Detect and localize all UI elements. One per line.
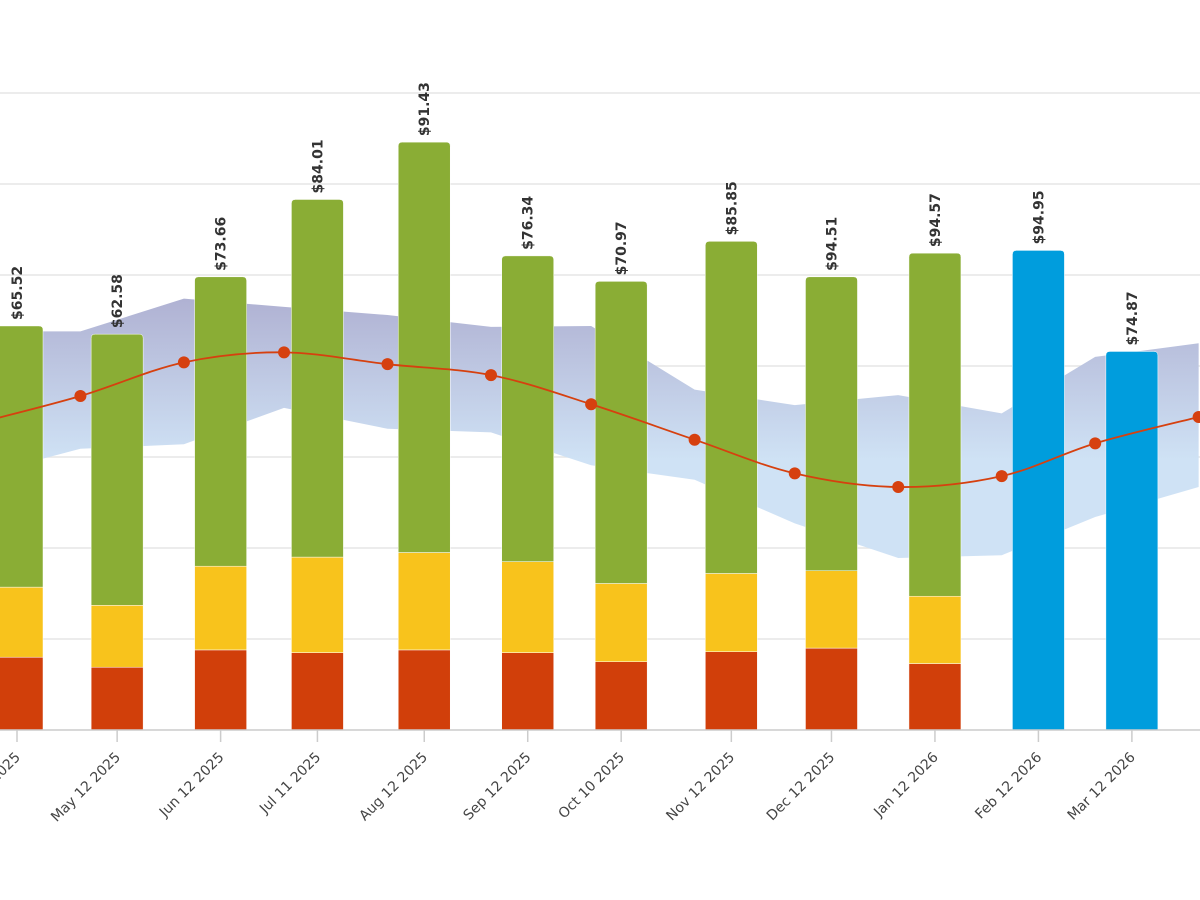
bar-segment: [291, 556, 344, 653]
bar-segment: [0, 325, 44, 588]
x-tick-label: Jul 11 2025: [256, 750, 324, 818]
bar-segment: [1105, 351, 1159, 731]
data-label: $65.52: [10, 266, 26, 320]
bar-segment: [908, 663, 962, 731]
bar-segment: [90, 666, 144, 731]
data-label: $84.01: [310, 139, 326, 193]
line-point: [585, 398, 598, 411]
bar-segment: [90, 605, 144, 668]
bar-segment: [908, 252, 962, 597]
bar-segment: [501, 255, 554, 562]
bar-segment: [805, 647, 858, 731]
x-tick-label: May 12 2025: [48, 750, 124, 826]
bar-segment: [705, 573, 758, 652]
bar-segment: [805, 276, 858, 571]
bar-segment: [805, 570, 858, 649]
line-point: [381, 358, 394, 371]
bar-segment: [0, 656, 44, 731]
x-tick-label: Apr 12 2025: [0, 750, 24, 823]
x-tick-label: Dec 12 2025: [764, 750, 839, 825]
data-label: $76.34: [521, 196, 537, 250]
bars: [0, 141, 1159, 731]
line-point: [484, 369, 497, 382]
x-axis: Apr 12 2025 May 12 2025 Jun 12 2025 Jul 11 …: [0, 729, 1200, 826]
data-label: $62.58: [110, 274, 126, 328]
data-label: $94.51: [824, 217, 840, 271]
data-label: $91.43: [417, 82, 433, 136]
bar-segment: [501, 561, 554, 653]
bar-segment: [0, 586, 44, 658]
line-point: [788, 467, 801, 480]
data-label: $74.87: [1125, 291, 1141, 345]
bar-segment: [594, 281, 648, 584]
line-point: [177, 356, 190, 369]
data-labels: $65.52 $62.58 $73.66 $84.01 $91.43 $76.34 $70.…: [10, 82, 1141, 345]
bar-segment: [90, 333, 144, 606]
line-point: [688, 433, 701, 446]
data-label: $94.57: [928, 193, 944, 247]
x-tick-label: Feb 12 2026: [972, 749, 1045, 822]
bar-segment: [291, 652, 344, 731]
x-tick-label: Nov 12 2025: [663, 750, 738, 825]
x-tick-label: Aug 12 2025: [356, 750, 431, 825]
bar-segment: [397, 552, 451, 651]
x-tick-label: Jan 12 2026: [870, 749, 941, 820]
bar-segment: [501, 652, 554, 731]
x-tick-label: Sep 12 2025: [460, 750, 534, 824]
line-point: [892, 481, 905, 494]
line-point: [278, 346, 291, 359]
bar-segment: [594, 583, 648, 662]
line-point: [74, 390, 87, 403]
bar-segment: [397, 649, 451, 731]
data-label: $94.95: [1031, 190, 1047, 244]
bar-segment: [705, 651, 758, 731]
data-label: $70.97: [614, 221, 630, 275]
data-label: $85.85: [724, 181, 740, 235]
x-tick-label: Oct 10 2025: [555, 750, 628, 823]
bar-segment: [194, 565, 247, 651]
bar-segment: [194, 276, 247, 567]
bar-segment: [908, 595, 962, 664]
data-label: $73.66: [214, 217, 230, 271]
line-point: [1192, 410, 1200, 423]
bar-segment: [291, 199, 344, 558]
x-tick-label: Mar 12 2026: [1065, 749, 1139, 823]
line-series: [0, 346, 1200, 494]
line-point: [995, 470, 1008, 483]
x-tick-label: Jun 12 2025: [156, 750, 228, 822]
bar-segment: [705, 241, 758, 574]
bar-segment: [1012, 250, 1065, 731]
bar-segment: [594, 661, 648, 731]
bar-segment: [397, 141, 451, 553]
bar-segment: [194, 649, 247, 731]
line-point: [1089, 437, 1102, 450]
